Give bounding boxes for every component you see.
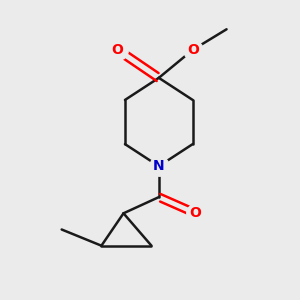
Text: N: N [153, 159, 165, 173]
Text: O: O [112, 43, 124, 57]
Text: O: O [187, 43, 199, 57]
Text: O: O [190, 206, 202, 220]
